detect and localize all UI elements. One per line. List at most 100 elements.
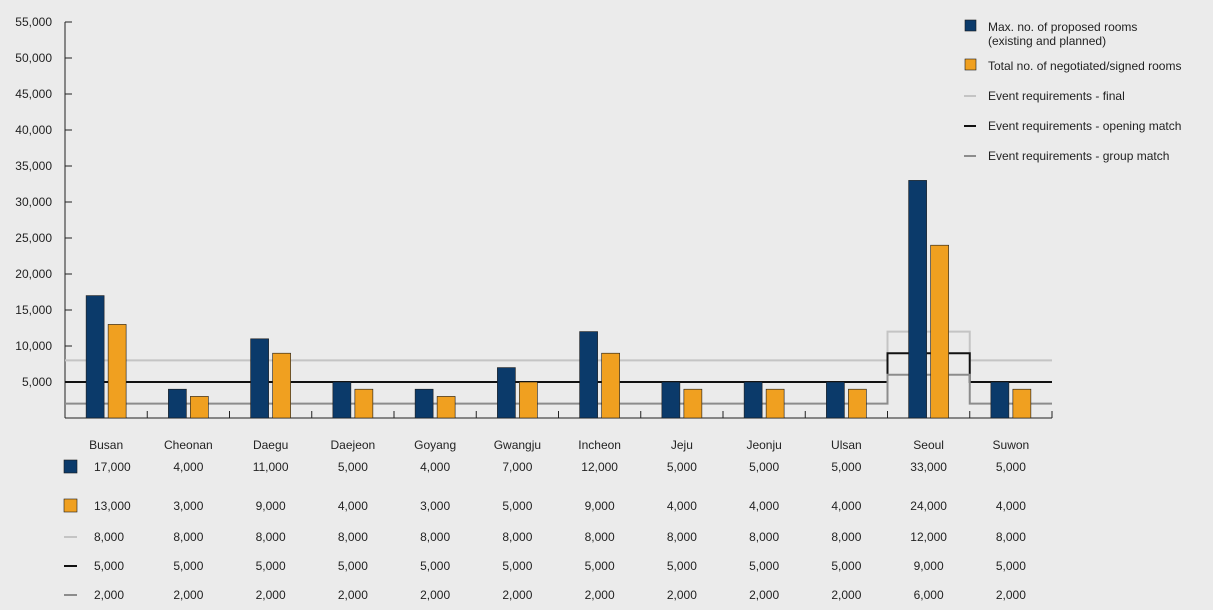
y-tick-label: 5,000: [22, 375, 52, 389]
legend-label: Event requirements - opening match: [988, 119, 1181, 133]
table-cell: 2,000: [749, 588, 779, 602]
table-cell: 5,000: [667, 460, 697, 474]
requirement-line-1: [65, 352, 1052, 383]
requirement-line-0: [65, 330, 1052, 362]
table-cell: 8,000: [502, 530, 532, 544]
table-cell: 4,000: [831, 499, 861, 513]
table-cell: 5,000: [173, 559, 203, 573]
y-tick-label: 15,000: [15, 303, 52, 317]
category-labels: Busan Cheonan Daegu Daejeon Goyang Gwangju Inc…: [89, 438, 1029, 452]
category-label: Incheon: [578, 438, 621, 452]
table-cell: 8,000: [585, 530, 615, 544]
bar-signed-cheonan: [190, 396, 209, 419]
legend-swatch: [964, 58, 977, 71]
category-label: Jeonju: [746, 438, 781, 452]
table-cell: 5,000: [338, 460, 368, 474]
table-cell: 6,000: [914, 588, 944, 602]
y-tick-label: 50,000: [15, 51, 52, 65]
requirement-lines: [65, 330, 1052, 405]
y-tick-label: 10,000: [15, 339, 52, 353]
table-cell: 13,000: [94, 499, 131, 513]
y-ticks: 5,000 10,000 15,000 20,000 25,000 30,000 35,00…: [15, 15, 72, 389]
category-label: Seoul: [913, 438, 944, 452]
table-cell: 7,000: [502, 460, 532, 474]
bar-signed-jeonju: [765, 388, 785, 419]
x-axis: [65, 411, 1053, 419]
table-cell: 2,000: [338, 588, 368, 602]
bar-signed-goyang: [436, 396, 456, 419]
category-label: Daejeon: [331, 438, 376, 452]
table-cell: 8,000: [667, 530, 697, 544]
table-cell: 4,000: [667, 499, 697, 513]
table-cell: 5,000: [420, 559, 450, 573]
legend-label: Event requirements - final: [988, 89, 1125, 103]
legend-label: (existing and planned): [988, 34, 1106, 48]
bar-signed-daegu: [272, 352, 291, 419]
bar-proposed-gwangju: [497, 367, 516, 419]
table-cell: 2,000: [94, 588, 124, 602]
bar-signed-ulsan: [848, 388, 867, 419]
bar-signed-incheon: [601, 352, 620, 419]
bar-signed-suwon: [1012, 388, 1032, 419]
table-cell: 9,000: [914, 559, 944, 573]
legend-label: Max. no. of proposed rooms: [988, 20, 1137, 34]
category-label: Gwangju: [494, 438, 541, 452]
table-cell: 17,000: [94, 460, 131, 474]
table-cell: 4,000: [420, 460, 450, 474]
bar-proposed-daegu: [250, 338, 269, 419]
data-table: 17,000 4,000 11,000 5,000 4,000 7,000 12,000 5,…: [63, 459, 1026, 602]
table-cell: 9,000: [585, 499, 615, 513]
category-label: Cheonan: [164, 438, 213, 452]
table-cell: 8,000: [338, 530, 368, 544]
y-tick-label: 55,000: [15, 15, 52, 29]
y-tick-label: 45,000: [15, 87, 52, 101]
table-cell: 2,000: [173, 588, 203, 602]
bar-proposed-ulsan: [826, 381, 845, 419]
table-cell: 11,000: [253, 460, 289, 474]
table-cell: 4,000: [749, 499, 779, 513]
table-cell: 5,000: [585, 559, 615, 573]
bar-proposed-jeonju: [743, 381, 763, 419]
bar-proposed-busan: [85, 295, 105, 419]
bar-proposed-suwon: [990, 381, 1010, 419]
category-label: Ulsan: [831, 438, 862, 452]
bar-proposed-seoul: [908, 180, 927, 419]
bar-signed-jeju: [683, 388, 703, 419]
table-cell: 2,000: [256, 588, 286, 602]
y-tick-label: 35,000: [15, 159, 52, 173]
table-cell: 12,000: [910, 530, 947, 544]
table-cell: 9,000: [256, 499, 286, 513]
table-cell: 5,000: [996, 460, 1026, 474]
table-swatch: [63, 459, 78, 474]
table-cell: 8,000: [420, 530, 450, 544]
category-label: Suwon: [993, 438, 1030, 452]
table-cell: 2,000: [667, 588, 697, 602]
table-cell: 5,000: [831, 559, 861, 573]
table-cell: 8,000: [831, 530, 861, 544]
legend-label: Total no. of negotiated/signed rooms: [988, 59, 1181, 73]
y-tick-label: 20,000: [15, 267, 52, 281]
bar-proposed-daejeon: [332, 381, 352, 419]
table-cell: 5,000: [831, 460, 861, 474]
table-cell: 4,000: [173, 460, 203, 474]
bar-proposed-cheonan: [168, 388, 187, 419]
table-cell: 5,000: [256, 559, 286, 573]
category-label: Goyang: [414, 438, 456, 452]
table-cell: 8,000: [173, 530, 203, 544]
table-cell: 5,000: [749, 460, 779, 474]
table-cell: 2,000: [502, 588, 532, 602]
table-cell: 5,000: [749, 559, 779, 573]
y-axis: 5,000 10,000 15,000 20,000 25,000 30,000 35,00…: [15, 15, 72, 418]
bar-proposed-goyang: [414, 388, 434, 419]
table-cell: 2,000: [585, 588, 615, 602]
y-tick-label: 40,000: [15, 123, 52, 137]
table-swatch: [63, 498, 78, 513]
table-cell: 5,000: [94, 559, 124, 573]
table-cell: 4,000: [996, 499, 1026, 513]
table-cell: 5,000: [996, 559, 1026, 573]
bar-signed-daejeon: [354, 388, 374, 419]
category-label: Daegu: [253, 438, 288, 452]
table-cell: 5,000: [502, 499, 532, 513]
table-cell: 4,000: [338, 499, 368, 513]
